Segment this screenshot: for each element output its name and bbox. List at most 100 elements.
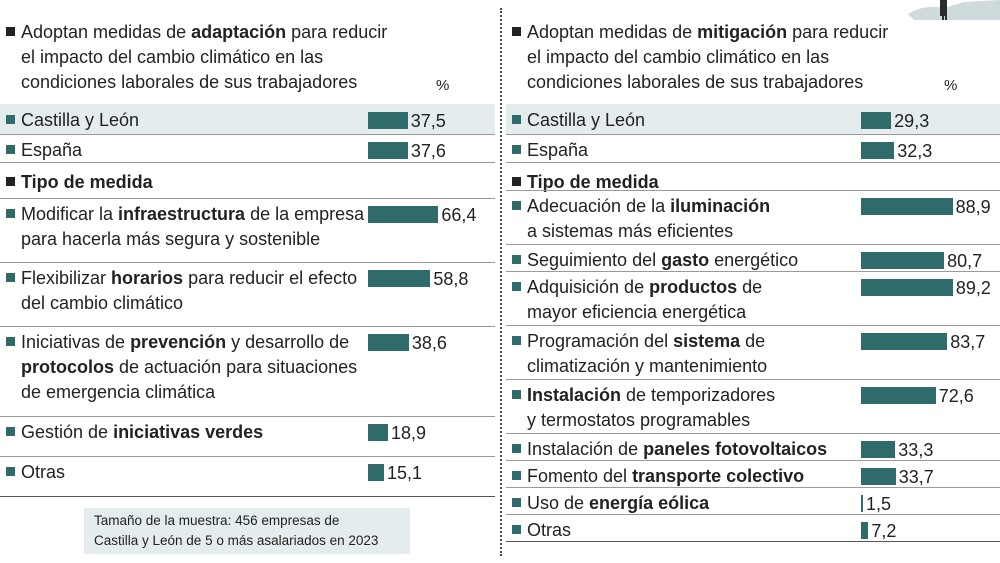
bullet-square-icon [6,115,15,124]
title-line: el impacto del cambio climático en las [512,45,888,70]
label-text: Programación del [527,331,674,351]
label-text: Seguimiento del [527,250,662,270]
label-emphasis: infraestructura [118,204,246,224]
label-line: de emergencia climática [6,380,357,405]
label-text: España [527,140,589,160]
bar [368,464,384,481]
bar-value-label: 83,7 [950,331,986,352]
bar [861,333,948,350]
title-square-icon [512,27,521,36]
label-text: para reducir el efecto [183,268,358,288]
bar [368,270,431,287]
bar-label: Seguimiento del gasto energético [512,248,798,273]
bar-label: Adecuación de la iluminación a sistemas m… [512,194,770,244]
bullet-square-icon [512,201,521,210]
label-line: Modificar la infraestructura de la empre… [6,204,364,224]
bullet-square-icon [6,273,15,282]
bullet-square-icon [512,525,521,534]
bar [861,198,953,215]
title-text: el impacto del cambio climático en las [21,47,324,67]
bar [861,441,896,458]
bar-value-label: 66,4 [441,204,477,225]
label-line: España [512,140,588,160]
label-text: y desarrollo de [226,332,350,352]
row-separator [506,244,1000,245]
label-line: Seguimiento del gasto energético [512,250,798,270]
label-emphasis: paneles fotovoltaicos [643,439,828,459]
bar-value-label: 38,6 [411,332,447,353]
label-emphasis: iluminación [670,196,771,216]
bullet-square-icon [512,255,521,264]
row-separator [506,134,1000,135]
bar-label: España [512,138,588,163]
bar-value-label: 29,3 [894,110,930,131]
label-emphasis: gasto [661,250,710,270]
bar-value-label: 33,3 [898,439,934,460]
bar-value-label: 89,2 [955,277,991,298]
bullet-square-icon [512,471,521,480]
bar-row [506,104,1000,134]
percent-unit-label: % [944,77,958,94]
bar [368,334,409,351]
label-text: Modificar la [21,204,119,224]
bar-row [0,104,495,134]
bullet-square-icon [512,145,521,154]
label-text: Adecuación de la [527,196,671,216]
label-line: Instalación de temporizadores [512,385,775,405]
label-text: de actuación para situaciones [114,357,358,377]
decorative-figure-icon [908,0,1000,20]
title-square-icon [6,27,15,36]
label-text: a sistemas más eficientes [527,221,734,241]
label-text: Fomento del [527,466,633,486]
bar-value-label: 18,9 [391,422,427,443]
section-heading-text: Tipo de medida [527,172,659,192]
label-line: climatización y mantenimiento [512,354,767,379]
label-line: mayor eficiencia energética [512,300,762,325]
mitigation-panel: Adoptan medidas de mitigación para reduc… [506,0,1000,563]
bar-label: Instalación de temporizadores y termostat… [512,383,775,433]
label-text: Otras [527,520,572,540]
bar-value-label: 88,9 [955,196,991,217]
label-line: protocolos de actuación para situaciones [6,355,357,380]
bar [368,424,389,441]
label-line: Uso de energía eólica [512,493,709,513]
bar-value-label: 58,8 [433,268,469,289]
bar-label: Flexibilizar horarios para reducir el ef… [6,266,357,316]
label-line: Adecuación de la iluminación [512,196,770,216]
bar-label: Iniciativas de prevención y desarrollo d… [6,330,357,405]
bar [861,142,895,159]
row-separator [506,325,1000,326]
row-separator [506,379,1000,380]
sample-note-line: Tamaño de la muestra: 456 empresas de [94,513,340,528]
bar [861,522,869,539]
bar-label: Adquisición de productos de mayor eficien… [512,275,762,325]
bar-row [506,514,1000,541]
percent-unit-label: % [436,77,450,94]
label-text: Uso de [527,493,590,513]
bullet-square-icon [6,145,15,154]
label-text: Castilla y León [527,110,646,130]
label-emphasis: sistema [673,331,741,351]
label-emphasis: protocolos [21,357,114,377]
title-line: Adoptan medidas de adaptación para reduc… [6,22,387,42]
bottom-rule [0,496,495,497]
bar-label: Castilla y León [6,108,139,133]
label-text: climatización y mantenimiento [527,356,768,376]
bar-value-label: 72,6 [938,385,974,406]
label-text: de [737,277,763,297]
row-separator [506,460,1000,461]
label-line: Castilla y León [512,110,645,130]
row-separator [506,162,1000,163]
panel-divider [500,8,502,556]
bar [861,112,892,129]
label-text: Gestión de [21,422,114,442]
mitigation-title: Adoptan medidas de mitigación para reduc… [512,20,888,95]
label-text: para hacerla más segura y sostenible [21,229,321,249]
sample-size-note: Tamaño de la muestra: 456 empresas de Ca… [84,508,410,554]
title-line: Adoptan medidas de mitigación para reduc… [512,22,888,42]
bullet-square-icon [512,336,521,345]
label-line: Adquisición de productos de [512,277,762,297]
bar-label: Castilla y León [512,108,645,133]
label-text: Otras [21,462,66,482]
bar-label: Modificar la infraestructura de la empre… [6,202,364,252]
